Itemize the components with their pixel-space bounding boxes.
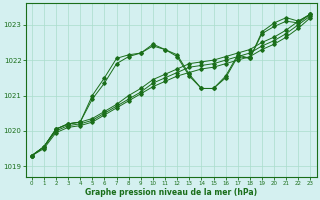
X-axis label: Graphe pression niveau de la mer (hPa): Graphe pression niveau de la mer (hPa) (85, 188, 257, 197)
